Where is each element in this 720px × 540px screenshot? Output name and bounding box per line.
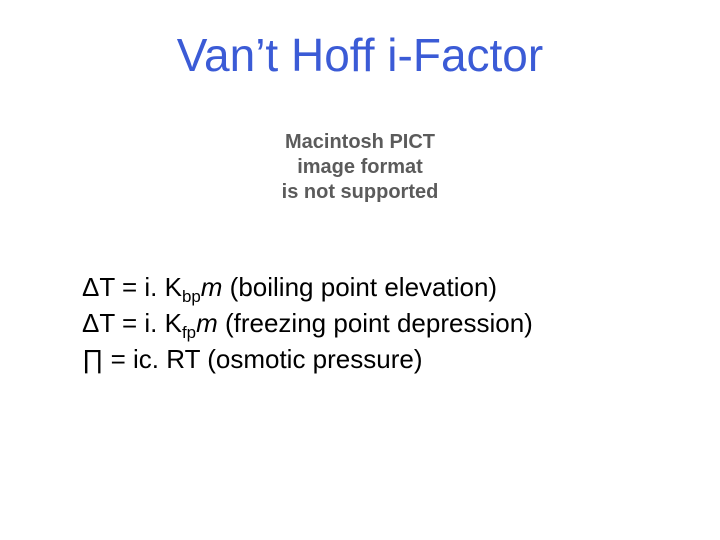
pict-line-3: is not supported — [0, 180, 720, 205]
slide-container: Van’t Hoff i-Factor Macintosh PICT image… — [0, 0, 720, 540]
pict-unsupported-message: Macintosh PICT image format is not suppo… — [0, 130, 720, 205]
formula-boiling-point: ΔT = i. Kbpm (boiling point elevation) — [82, 270, 533, 306]
formula2-m: m — [196, 308, 218, 338]
formula2-desc: (freezing point depression) — [218, 308, 533, 338]
formula-freezing-point: ΔT = i. Kfpm (freezing point depression) — [82, 306, 533, 342]
formula1-subscript: bp — [182, 287, 201, 306]
formula-block: ΔT = i. Kbpm (boiling point elevation) Δ… — [82, 270, 533, 378]
formula2-prefix: ΔT = i. K — [82, 308, 182, 338]
formula-osmotic-pressure: ∏ = ic. RT (osmotic pressure) — [82, 342, 533, 378]
formula1-m: m — [201, 272, 223, 302]
formula1-prefix: ΔT = i. K — [82, 272, 182, 302]
formula3-text: ∏ = ic. RT (osmotic pressure) — [82, 344, 422, 374]
formula2-subscript: fp — [182, 323, 196, 342]
slide-title: Van’t Hoff i-Factor — [0, 28, 720, 82]
pict-line-2: image format — [0, 155, 720, 180]
pict-line-1: Macintosh PICT — [0, 130, 720, 155]
formula1-desc: (boiling point elevation) — [222, 272, 497, 302]
